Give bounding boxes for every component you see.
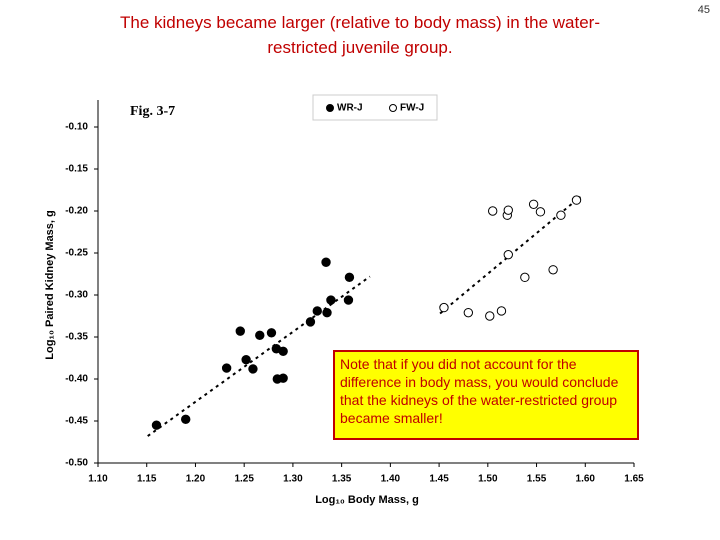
x-tick-label: 1.25 (234, 474, 254, 485)
data-point (528, 199, 539, 209)
data-point (278, 373, 288, 383)
x-tick-label: 1.40 (381, 474, 401, 485)
annotation: Note that if you did not account for the… (333, 350, 639, 440)
data-point (248, 364, 258, 374)
data-point (326, 295, 336, 305)
figure-label: Fig. 3-7 (130, 104, 175, 119)
y-tick-label: -0.15 (65, 164, 88, 175)
data-point (548, 265, 558, 275)
y-tick-label: -0.10 (65, 122, 88, 133)
data-point (503, 249, 513, 260)
data-point (278, 346, 288, 356)
x-tick-label: 1.10 (88, 474, 108, 485)
data-point (151, 420, 162, 430)
page-number: 45 (697, 4, 710, 16)
data-point (305, 317, 316, 327)
data-point (235, 326, 245, 336)
data-point (485, 311, 495, 321)
data-point (255, 330, 265, 341)
y-tick-label: -0.50 (65, 458, 88, 469)
data-point (503, 205, 513, 215)
data-point (221, 363, 232, 373)
x-tick-label: 1.50 (478, 474, 498, 485)
data-point (535, 207, 546, 217)
data-point (266, 328, 277, 338)
data-point (571, 195, 582, 205)
data-point (344, 272, 355, 283)
data-point (343, 295, 354, 305)
data-point (181, 414, 191, 425)
y-tick-label: -0.40 (65, 374, 88, 385)
data-point (487, 206, 498, 216)
x-axis-label: Log₁₀ Body Mass, g (315, 494, 419, 506)
y-axis-label: Log₁₀ Paired Kidney Mass, g (44, 210, 56, 359)
x-tick-label: 1.20 (186, 474, 206, 485)
data-point (439, 302, 449, 313)
legend-marker (389, 104, 397, 112)
y-tick-label: -0.30 (65, 290, 88, 301)
x-tick-label: 1.45 (429, 474, 449, 485)
data-point (241, 354, 251, 365)
data-point (312, 306, 322, 316)
data-point (496, 306, 507, 316)
data-point (556, 210, 566, 220)
data-point (321, 257, 331, 267)
legend-marker (326, 104, 334, 112)
slide-title: The kidneys became larger (relative to b… (120, 13, 600, 57)
data-point (463, 307, 474, 318)
data-point (322, 307, 332, 318)
y-tick-label: -0.35 (65, 332, 88, 343)
legend-label: FW-J (400, 103, 424, 114)
x-tick-label: 1.35 (332, 474, 352, 485)
legend-label: WR-J (337, 103, 363, 114)
x-tick-label: 1.30 (283, 474, 303, 485)
x-tick-label: 1.55 (527, 474, 547, 485)
y-tick-label: -0.45 (65, 416, 88, 427)
y-tick-label: -0.20 (65, 206, 88, 217)
data-point (520, 272, 530, 283)
x-tick-label: 1.15 (137, 474, 157, 485)
y-tick-label: -0.25 (65, 248, 88, 259)
x-tick-label: 1.60 (576, 474, 596, 485)
x-tick-label: 1.65 (624, 474, 644, 485)
